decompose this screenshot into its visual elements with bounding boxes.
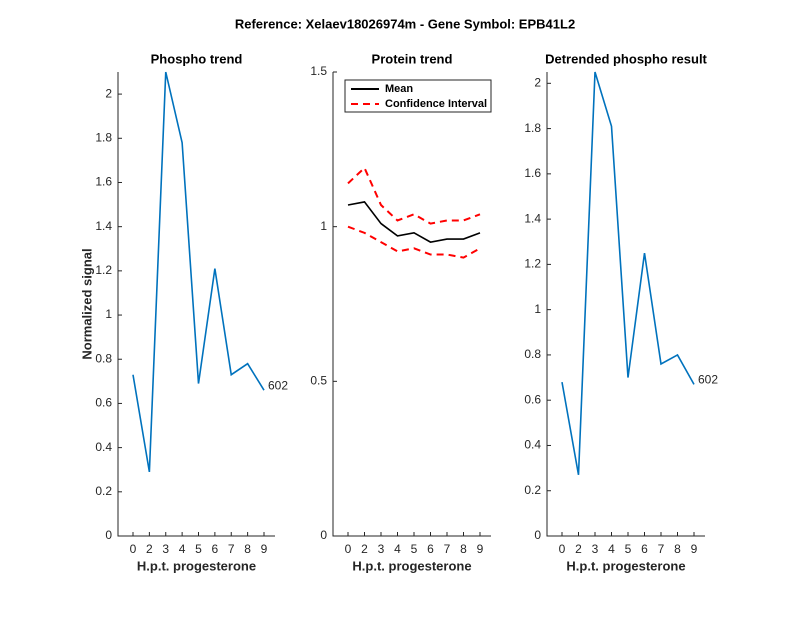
x-tick-label: 3 [592,542,599,556]
y-tick-label: 0.2 [524,483,541,497]
x-tick-label: 4 [179,542,186,556]
ci-upper-line [347,166,481,225]
y-tick-label: 1 [105,307,112,321]
legend-label: Mean [385,83,413,95]
data-line [347,201,481,243]
x-tick-label: 4 [394,542,401,556]
axis-line [117,72,275,537]
y-tick-label: 1 [320,219,327,233]
x-tick-label: 7 [228,542,235,556]
y-tick-label: 1.5 [310,64,327,78]
y-tick-label: 0.4 [95,440,112,454]
y-tick-label: 1.8 [95,130,112,144]
y-tick-label: 0.8 [524,347,541,361]
x-tick-label: 6 [212,542,219,556]
x-tick-label: 5 [411,542,418,556]
y-tick-label: 1.4 [524,211,541,225]
y-tick-label: 0 [105,528,112,542]
x-tick-label: 7 [444,542,451,556]
y-tick-label: 1.6 [95,175,112,189]
y-axis-label: Normalized signal [79,248,94,359]
x-tick-label: 9 [477,542,484,556]
annotation: 602 [268,378,288,392]
y-tick-label: 1.4 [95,219,112,233]
x-tick-label: 8 [244,542,251,556]
chart-title: Phospho trend [151,51,243,66]
y-tick-label: 2 [534,75,541,89]
x-tick-label: 9 [261,542,268,556]
y-tick-label: 1 [534,302,541,316]
legend-box [344,79,492,113]
x-tick-label: 8 [460,542,467,556]
x-tick-label: 6 [427,542,434,556]
y-tick-label: 1.6 [524,166,541,180]
legend-label: Confidence Interval [385,98,487,110]
y-tick-label: 1.2 [95,263,112,277]
x-tick-label: 3 [162,542,169,556]
axis-line [332,72,491,537]
y-tick-label: 0 [320,528,327,542]
x-tick-label: 9 [691,542,698,556]
x-tick-label: 0 [559,542,566,556]
data-line [132,71,265,473]
y-tick-label: 0.5 [310,374,327,388]
x-tick-label: 2 [361,542,368,556]
y-tick-label: 0.6 [524,392,541,406]
x-axis-label: H.p.t. progesterone [566,558,685,573]
figure-title: Reference: Xelaev18026974m - Gene Symbol… [235,16,575,31]
x-tick-label: 2 [575,542,582,556]
chart-title: Detrended phospho result [545,51,707,66]
x-axis-label: H.p.t. progesterone [352,558,471,573]
axis-line [546,72,705,537]
annotation: 602 [698,373,718,387]
y-tick-label: 0 [534,528,541,542]
x-tick-label: 5 [195,542,202,556]
x-tick-label: 8 [674,542,681,556]
x-tick-label: 4 [608,542,615,556]
x-tick-label: 0 [130,542,137,556]
y-tick-label: 0.4 [524,438,541,452]
x-tick-label: 2 [146,542,153,556]
y-tick-label: 0.2 [95,484,112,498]
y-tick-label: 0.8 [95,351,112,365]
y-tick-label: 0.6 [95,396,112,410]
y-tick-label: 2 [105,86,112,100]
x-tick-label: 3 [378,542,385,556]
chart-title: Protein trend [372,51,453,66]
x-tick-label: 7 [658,542,665,556]
y-tick-label: 1.2 [524,257,541,271]
x-axis-label: H.p.t. progesterone [137,558,256,573]
ci-lower-line [347,225,481,259]
x-tick-label: 5 [625,542,632,556]
x-tick-label: 6 [641,542,648,556]
data-line [561,71,695,476]
y-tick-label: 1.8 [524,121,541,135]
x-tick-label: 0 [345,542,352,556]
